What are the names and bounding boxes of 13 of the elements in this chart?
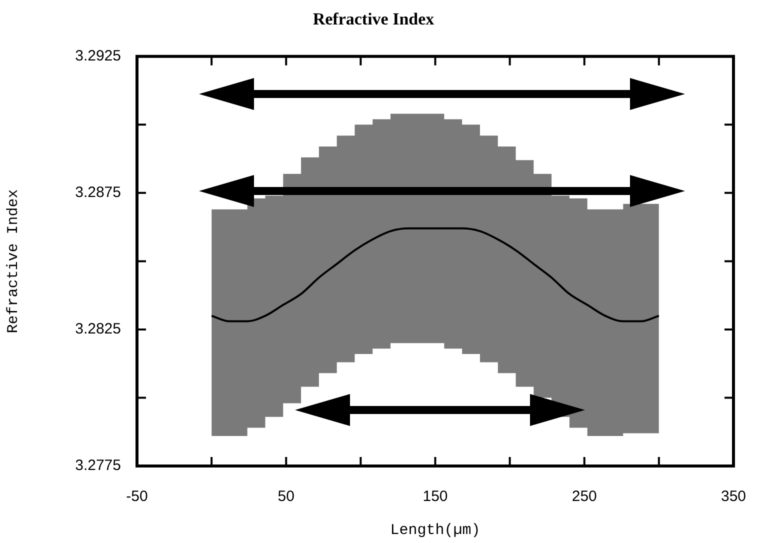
x-tick-label: 50 [278, 488, 294, 506]
line-series [210, 227, 660, 322]
y-tick-label: 3.2775 [75, 457, 121, 474]
x-tick-label: 150 [422, 488, 448, 506]
y-tick-label: 3.2925 [75, 48, 121, 65]
y-axis-title: Refractive Index [4, 189, 22, 334]
x-tick-label: -50 [126, 488, 148, 506]
x-tick-label: 350 [720, 488, 746, 506]
y-tick-label: 3.2875 [75, 184, 121, 202]
x-tick-label: 250 [572, 488, 597, 506]
chart-title: Refractive Index [312, 10, 435, 29]
x-axis-title: Length(µm) [390, 522, 480, 539]
y-tick-label: 3.2825 [75, 320, 121, 338]
